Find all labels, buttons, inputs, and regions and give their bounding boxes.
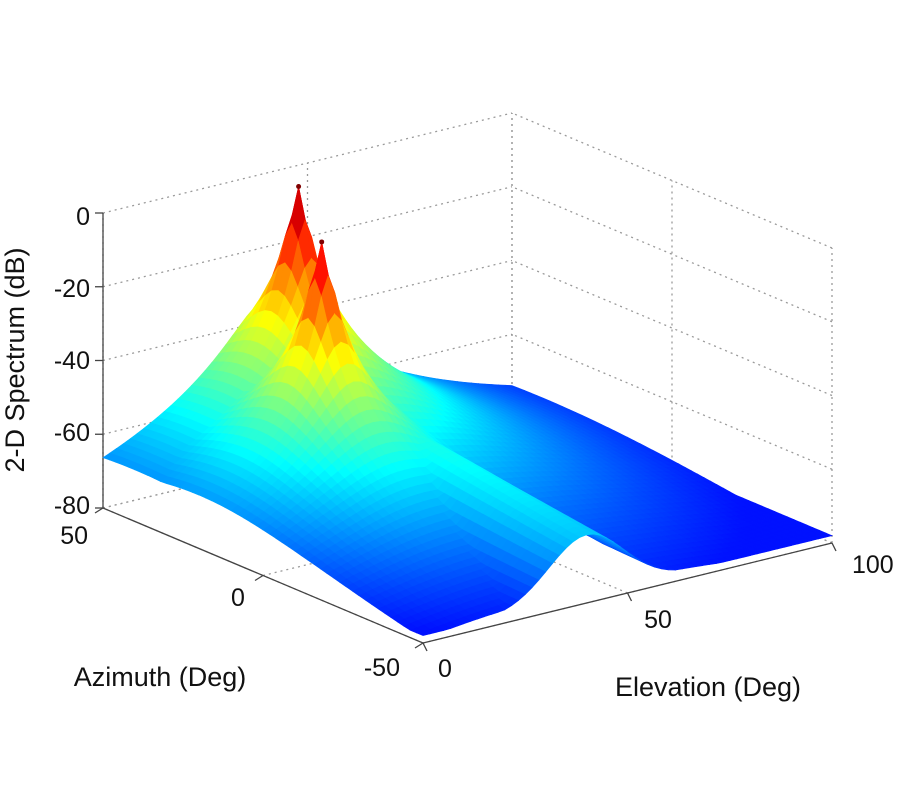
azimuth-tick-minus-50: -50 [364, 654, 400, 682]
z-axis-ticks: 0 -20 -40 -60 -80 [54, 203, 90, 520]
z-tick-minus-60: -60 [54, 419, 90, 447]
z-tick-minus-80: -80 [54, 492, 90, 520]
elevation-axis-label: Elevation (Deg) [615, 672, 801, 702]
peak-markers [296, 184, 325, 245]
elevation-axis-ticks: 0 50 100 [438, 551, 894, 683]
azimuth-axis-ticks: 50 0 -50 [60, 522, 400, 682]
z-tick-minus-40: -40 [54, 347, 90, 375]
z-axis-label: 2-D Spectrum (dB) [0, 247, 30, 472]
azimuth-axis-label: Azimuth (Deg) [74, 662, 247, 692]
elevation-tick-mark-50 [626, 592, 633, 602]
grid-line-right--20 [511, 186, 833, 323]
peak-marker-1 [319, 239, 325, 245]
azimuth-tick-mark-50 [94, 507, 104, 514]
peak-marker-2 [296, 184, 302, 189]
z-tick-0: 0 [76, 203, 90, 231]
z-tick-minus-20: -20 [54, 275, 90, 303]
surface-cell [415, 630, 431, 636]
elevation-tick-0: 0 [438, 655, 452, 683]
grid-line-right-0 [511, 112, 833, 249]
azimuth-tick-50: 50 [60, 522, 88, 550]
elevation-tick-mark-0 [422, 642, 428, 652]
azimuth-tick-mark--50 [414, 642, 424, 649]
grid-line-right--40 [511, 259, 833, 397]
azimuth-tick-mark-0 [254, 574, 264, 582]
grid-line-right--60 [511, 333, 833, 470]
elevation-tick-50: 50 [644, 606, 672, 634]
azimuth-tick-0: 0 [231, 584, 245, 612]
spectrum-surface [102, 186, 833, 636]
elevation-tick-100: 100 [852, 551, 894, 579]
elevation-tick-mark-100 [831, 542, 837, 552]
